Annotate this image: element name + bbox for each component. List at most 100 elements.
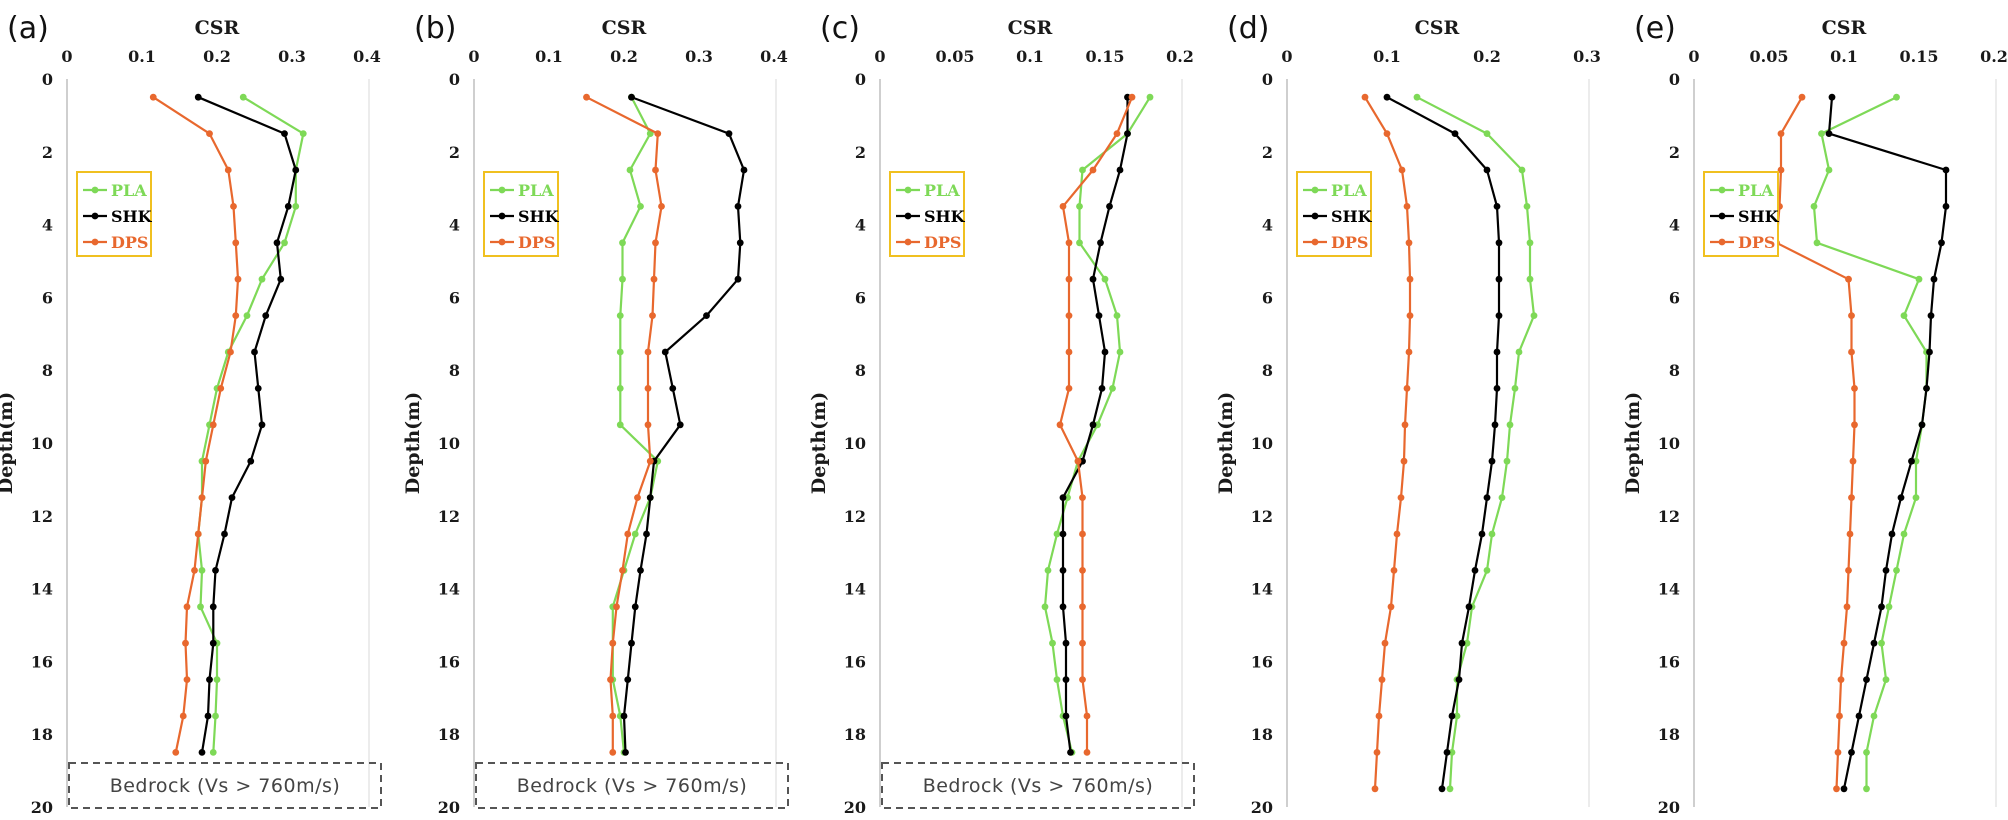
data-point bbox=[209, 749, 217, 756]
bedrock-box: Bedrock (Vs > 760m/s) bbox=[68, 762, 382, 809]
data-point bbox=[1083, 712, 1091, 720]
x-axis-title: CSR bbox=[602, 17, 647, 39]
x-tick-label: 0.05 bbox=[936, 47, 975, 66]
data-point bbox=[191, 567, 198, 574]
data-point bbox=[1942, 166, 1950, 174]
panel-d: (d) CSR 0 0.1 0.2 0.3 0 2 4 6 8 10 12 14 16 18 20 Depth(m… bbox=[1215, 11, 1601, 817]
y-tick-label: 12 bbox=[438, 507, 460, 526]
data-point bbox=[1381, 639, 1389, 647]
data-point bbox=[243, 312, 251, 319]
data-point bbox=[1495, 239, 1503, 247]
data-point bbox=[1878, 603, 1885, 611]
bedrock-label: Bedrock (Vs > 760m/s) bbox=[517, 775, 748, 797]
data-point bbox=[232, 312, 240, 319]
data-point bbox=[1116, 348, 1124, 356]
data-point bbox=[217, 385, 225, 392]
y-tick-label: 6 bbox=[42, 288, 53, 307]
y-tick-label: 0 bbox=[1262, 70, 1273, 89]
data-point bbox=[1106, 203, 1113, 210]
data-point bbox=[1089, 166, 1097, 174]
data-point bbox=[228, 494, 236, 501]
series-pla bbox=[1810, 93, 1930, 793]
data-point bbox=[209, 603, 217, 611]
data-point bbox=[652, 166, 659, 174]
y-tick-label: 10 bbox=[844, 434, 866, 453]
data-point bbox=[1846, 530, 1854, 538]
data-point bbox=[1938, 239, 1945, 247]
y-tick-label: 12 bbox=[31, 507, 53, 526]
data-point bbox=[1089, 275, 1097, 283]
data-point bbox=[1882, 676, 1890, 683]
y-tick-label: 0 bbox=[1669, 70, 1680, 89]
data-point bbox=[183, 676, 191, 683]
bedrock-box: Bedrock (Vs > 760m/s) bbox=[475, 762, 789, 809]
data-point bbox=[650, 275, 658, 283]
data-point bbox=[1397, 494, 1405, 501]
data-point bbox=[1065, 385, 1073, 392]
y-tick-label: 2 bbox=[855, 143, 866, 162]
x-tick-label: 0.3 bbox=[1573, 47, 1601, 66]
x-tick-label: 0 bbox=[61, 47, 72, 66]
data-point bbox=[1098, 385, 1106, 392]
data-point bbox=[1870, 639, 1878, 647]
data-point bbox=[644, 348, 652, 356]
legend: PLA SHK DPS bbox=[1703, 171, 1780, 257]
data-point bbox=[1840, 639, 1848, 647]
data-point bbox=[179, 712, 187, 720]
legend-item-dps: DPS bbox=[490, 233, 555, 252]
data-point bbox=[1518, 166, 1526, 174]
data-point bbox=[1863, 676, 1870, 683]
data-point bbox=[172, 749, 180, 756]
data-point bbox=[258, 421, 266, 429]
data-point bbox=[644, 421, 652, 429]
data-point bbox=[624, 676, 632, 683]
data-point bbox=[232, 239, 240, 247]
data-point bbox=[620, 712, 628, 720]
data-point bbox=[1378, 676, 1386, 683]
y-tick-label: 10 bbox=[438, 434, 460, 453]
data-point bbox=[1483, 567, 1491, 574]
y-axis-title: Depth(m) bbox=[1622, 392, 1644, 495]
data-point bbox=[740, 166, 748, 174]
panel-label: (d) bbox=[1227, 11, 1269, 46]
x-tick-label: 0.05 bbox=[1750, 47, 1789, 66]
data-point bbox=[1059, 603, 1067, 611]
series-pla bbox=[609, 93, 662, 756]
x-tick-label: 0.15 bbox=[1086, 47, 1125, 66]
data-point bbox=[1491, 421, 1499, 429]
y-tick-label: 4 bbox=[1669, 216, 1680, 235]
x-tick-label: 0.4 bbox=[353, 47, 381, 66]
y-tick-label: 8 bbox=[855, 361, 866, 380]
x-tick-label: 0.1 bbox=[128, 47, 156, 66]
data-point bbox=[637, 567, 644, 574]
legend-label: SHK bbox=[518, 207, 560, 226]
legend-label: DPS bbox=[518, 233, 555, 252]
data-point bbox=[1403, 385, 1411, 392]
legend-swatch-marker bbox=[1718, 238, 1726, 246]
data-point bbox=[198, 494, 206, 501]
data-point bbox=[1849, 457, 1857, 465]
data-point bbox=[631, 603, 639, 611]
legend-label: DPS bbox=[924, 233, 961, 252]
data-point bbox=[652, 239, 659, 247]
data-point bbox=[1851, 385, 1858, 392]
series-line-dps bbox=[1364, 96, 1412, 789]
data-point bbox=[209, 639, 217, 647]
y-tick-label: 4 bbox=[449, 216, 460, 235]
y-tick-label: 0 bbox=[42, 70, 53, 89]
data-point bbox=[1059, 567, 1067, 574]
y-tick-label: 18 bbox=[1658, 725, 1680, 744]
data-point bbox=[1506, 421, 1514, 429]
legend-swatch-marker bbox=[1718, 186, 1726, 194]
y-axis-title: Depth(m) bbox=[402, 392, 424, 495]
panel-c: (c) CSR 0 0.05 0.1 0.15 0.2 0 2 4 6 8 10 12 14 16 18 20 De… bbox=[808, 11, 1195, 817]
data-point bbox=[1834, 749, 1842, 756]
legend: PLA SHK DPS bbox=[1296, 171, 1373, 257]
data-point bbox=[1483, 166, 1491, 174]
legend-item-dps: DPS bbox=[1303, 233, 1368, 252]
data-point bbox=[619, 275, 626, 283]
data-point bbox=[1493, 385, 1501, 392]
y-tick-label: 4 bbox=[1262, 216, 1273, 235]
y-tick-label: 8 bbox=[42, 361, 53, 380]
